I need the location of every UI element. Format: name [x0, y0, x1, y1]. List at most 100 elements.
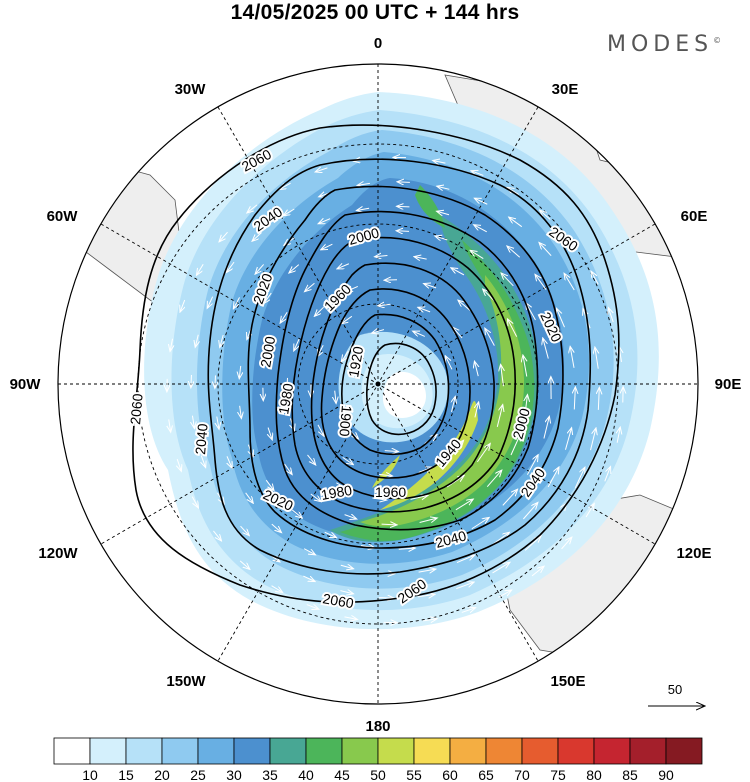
longitude-labels: 0 30E 60E 90E 120E 150E 180 150W 120W 90… [10, 35, 742, 735]
wind-arrow [561, 538, 572, 550]
colorbar-tick-label: 90 [658, 767, 674, 782]
contour-1960 [310, 262, 495, 500]
wind-arrow [208, 296, 214, 308]
wind-arrow [379, 474, 391, 475]
wind-arrow [342, 315, 353, 323]
wind-arrow [220, 231, 228, 241]
wind-arrow [509, 218, 523, 228]
wind-arrow [585, 504, 594, 518]
wind-arrow [248, 204, 258, 213]
wind-arrow [476, 444, 489, 463]
wind-arrow [475, 403, 479, 418]
wind-arrow [306, 605, 318, 609]
wind-arrow [486, 471, 501, 488]
height-contours [132, 124, 620, 604]
wind-arrow [197, 263, 204, 274]
colorbar-tick-label: 50 [370, 767, 386, 782]
wind-arrow [419, 518, 437, 522]
wind-arrow [523, 356, 527, 377]
contour-1920 [341, 313, 450, 456]
wind-arrow [220, 334, 223, 347]
colorbar-tick-label: 80 [586, 767, 602, 782]
wind-arrow [501, 365, 504, 387]
lon-label-60w: 60W [47, 208, 79, 225]
colorbar-swatch [485, 737, 523, 765]
colorbar-tick-label: 30 [226, 767, 242, 782]
wind-arrow [266, 348, 269, 360]
wind-arrow [609, 308, 614, 323]
wind-arrow [598, 388, 599, 410]
wind-arrow [483, 290, 496, 303]
contour-1980 [291, 236, 517, 513]
wind-arrow [234, 297, 240, 308]
wind-arrow [570, 347, 574, 368]
lon-label-120w: 120W [38, 545, 78, 562]
wind-arrow [287, 377, 288, 390]
colorbar-tick-label: 10 [82, 767, 98, 782]
colorbar-tick-label: 65 [478, 767, 494, 782]
wind-arrow [227, 261, 235, 272]
wind-arrow [574, 468, 584, 489]
wind-arrow [378, 598, 394, 599]
colorbar-tick-label: 75 [550, 767, 566, 782]
wind-arrow [240, 405, 242, 418]
wind-arrow [485, 329, 495, 346]
wind-arrow [472, 171, 484, 175]
wind-arrow [540, 211, 551, 220]
wind-arrow [564, 429, 571, 450]
wind-arrow [547, 468, 558, 488]
wind-arrow [418, 569, 435, 572]
colorbar-swatch [557, 737, 595, 765]
contour-1940 [320, 288, 471, 479]
contour-1900 [366, 342, 437, 436]
wind-arrow [335, 390, 336, 403]
wind-arrow [536, 275, 547, 290]
lon-label-150w: 150W [166, 673, 206, 690]
map-border [57, 63, 699, 705]
wind-arrow [592, 272, 599, 285]
wind-arrow [177, 458, 181, 470]
wind-arrow [191, 374, 192, 387]
wind-arrow [502, 490, 517, 506]
wind-arrow [452, 268, 465, 276]
wind-arrow [375, 255, 388, 256]
wind-arrow [213, 530, 221, 540]
colorbar-swatch [125, 737, 163, 765]
colorbar-swatch [665, 737, 703, 765]
wind-arrow [434, 161, 446, 163]
wind-arrow [415, 257, 427, 259]
wind-arrow [358, 233, 371, 235]
wind-arrow [170, 338, 172, 351]
south-pole-marker [375, 381, 381, 387]
wind-arrow [574, 388, 575, 410]
wind-arrow [459, 301, 472, 312]
wind-arrow [201, 455, 205, 467]
lon-label-180: 180 [365, 718, 390, 735]
colorbar-swatch [233, 737, 271, 765]
wind-arrow [398, 182, 410, 183]
wind-arrow [264, 292, 272, 303]
wind-arrow [540, 243, 552, 257]
wind-arrow [604, 467, 610, 482]
wind-arrow [508, 320, 518, 337]
colorbar-tick-label: 70 [514, 767, 530, 782]
wind-arrow [475, 362, 479, 377]
wind-arrow [531, 567, 543, 577]
wind-arrow [508, 247, 521, 258]
wind-arrow [372, 330, 385, 333]
wind-vectors [167, 157, 623, 622]
colorbar-tick-label: 55 [406, 767, 422, 782]
wind-arrow [169, 419, 171, 431]
colorbar-swatch [377, 737, 415, 765]
wind-arrow [510, 435, 520, 456]
wind-arrow [471, 518, 489, 530]
wind-arrow [324, 531, 336, 537]
wind-arrow [239, 560, 249, 569]
colorbar: 10 15 20 25 30 35 40 45 50 55 60 65 70 75 80 85 90 [53, 737, 703, 782]
wind-arrow [372, 498, 385, 500]
wind-arrow [569, 239, 578, 251]
colorbar-tick-label: 35 [262, 767, 278, 782]
reference-vector: 50 [648, 682, 704, 706]
wind-arrow [474, 225, 487, 233]
colorbar-tick-label: 60 [442, 767, 458, 782]
